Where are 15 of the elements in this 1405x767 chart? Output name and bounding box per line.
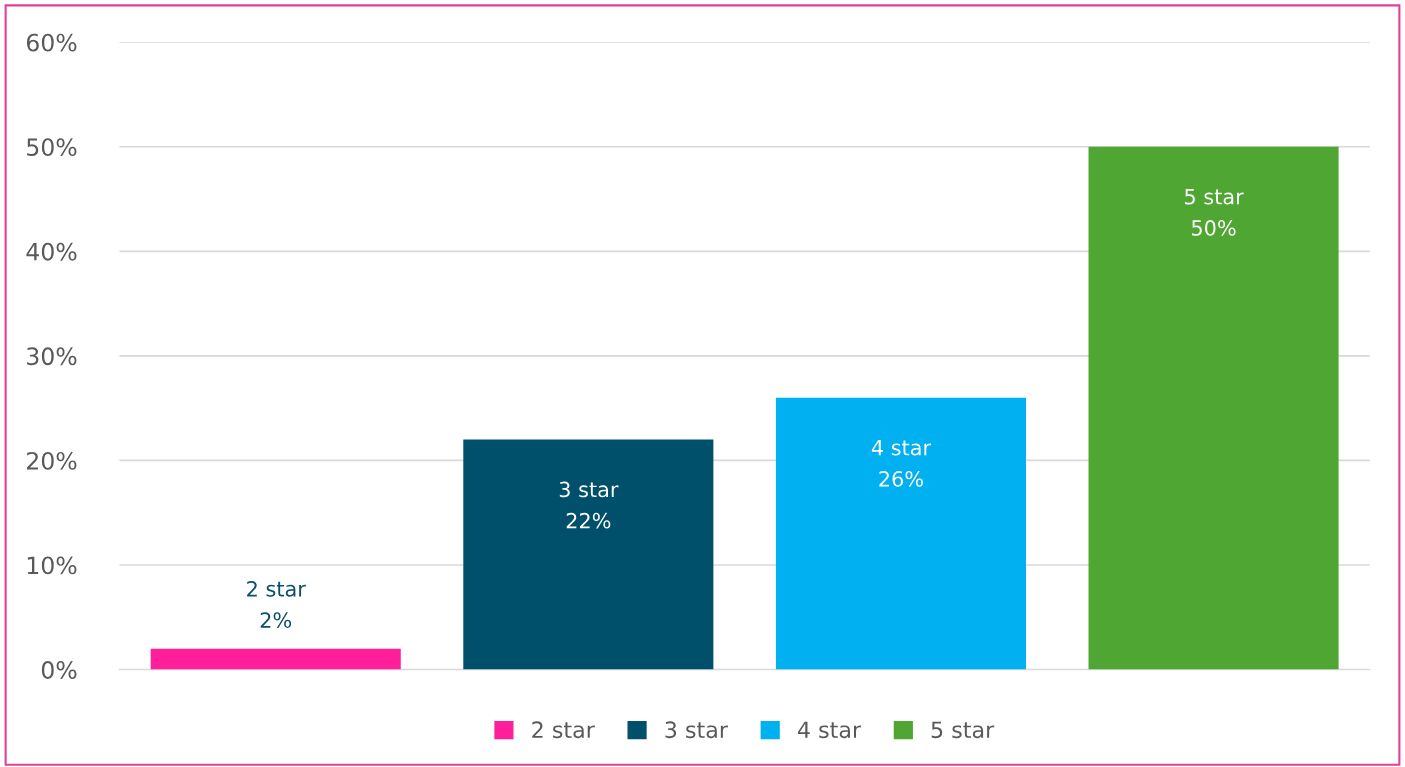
legend-label: 5 star: [931, 721, 995, 739]
data-label: 5 star 50%: [1185, 189, 1244, 236]
y-tick-label: 40%: [26, 242, 77, 261]
y-tick-label: 60%: [26, 33, 77, 52]
y-tick-label: 10%: [27, 556, 77, 575]
y-tick-label: 0%: [41, 661, 77, 679]
legend-label: 4 star: [797, 721, 862, 739]
y-tick-label: 30%: [27, 347, 77, 366]
data-label: 4 star 26%: [871, 440, 932, 487]
legend-label: 3 star: [665, 721, 728, 739]
data-label: 3 star 22%: [559, 481, 619, 529]
y-tick-label: 20%: [27, 451, 77, 470]
y-tick-label: 50%: [27, 138, 77, 157]
legend-label: 2 star: [532, 721, 595, 739]
data-label: 2 star 2%: [247, 580, 306, 628]
